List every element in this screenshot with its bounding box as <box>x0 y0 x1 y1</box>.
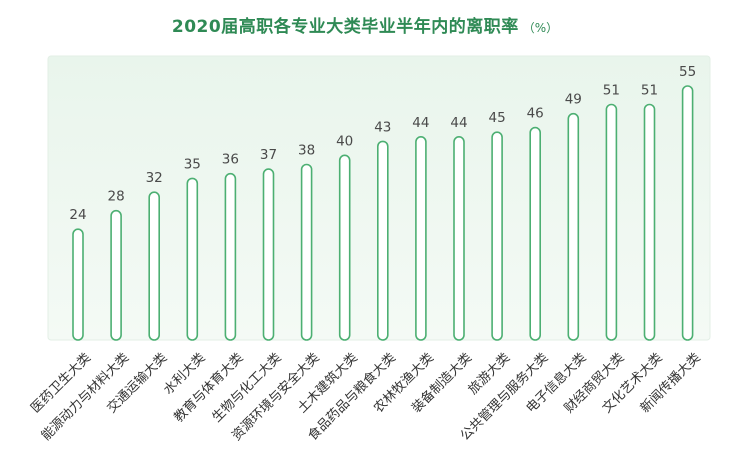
value-labels-layer: 24 28 32 35 36 37 38 40 43 44 44 45 46 49 51 51 55 <box>69 64 696 223</box>
value-label-3: 35 <box>184 156 201 172</box>
value-label-6: 38 <box>298 143 315 159</box>
value-label-1: 28 <box>108 189 125 205</box>
bar-14 <box>605 103 618 341</box>
bars-layer <box>72 85 694 341</box>
value-label-0: 24 <box>69 207 86 223</box>
bar-8 <box>376 140 389 341</box>
value-label-8: 43 <box>374 119 391 135</box>
category-label-4: 教育与体育大类 <box>171 350 247 426</box>
value-label-12: 46 <box>527 106 544 122</box>
bar-3 <box>186 177 199 341</box>
bar-10 <box>453 136 465 341</box>
bar-11 <box>491 131 503 341</box>
category-labels-layer: 医药卫生大类能源动力与材料大类交通运输大类水利大类教育与体育大类生物与化工大类资… <box>28 350 703 444</box>
bar-6 <box>300 163 313 341</box>
value-label-13: 49 <box>565 92 582 108</box>
bar-7 <box>338 154 351 341</box>
value-label-5: 37 <box>260 147 277 163</box>
bar-2 <box>148 191 160 341</box>
bar-0 <box>72 228 84 341</box>
chart-title-block: 2020届高职各专业大类毕业半年内的离职率 （%） <box>0 12 730 37</box>
bar-9 <box>415 136 427 341</box>
bar-5 <box>262 168 275 341</box>
chart-unit: （%） <box>522 21 559 35</box>
value-label-15: 51 <box>641 83 658 99</box>
chart-title: 2020届高职各专业大类毕业半年内的离职率 <box>171 17 519 37</box>
value-label-16: 55 <box>679 64 696 80</box>
value-label-7: 40 <box>336 133 353 149</box>
value-label-9: 44 <box>412 115 429 131</box>
bar-4 <box>224 172 237 341</box>
value-label-4: 36 <box>222 152 239 168</box>
bar-16 <box>681 85 694 341</box>
bar-12 <box>529 126 542 341</box>
bar-13 <box>567 112 580 341</box>
value-label-2: 32 <box>146 170 163 186</box>
bar-15 <box>643 103 656 341</box>
bar-1 <box>110 209 122 341</box>
value-label-14: 51 <box>603 83 620 99</box>
value-label-10: 44 <box>450 115 467 131</box>
value-label-11: 45 <box>489 110 506 126</box>
